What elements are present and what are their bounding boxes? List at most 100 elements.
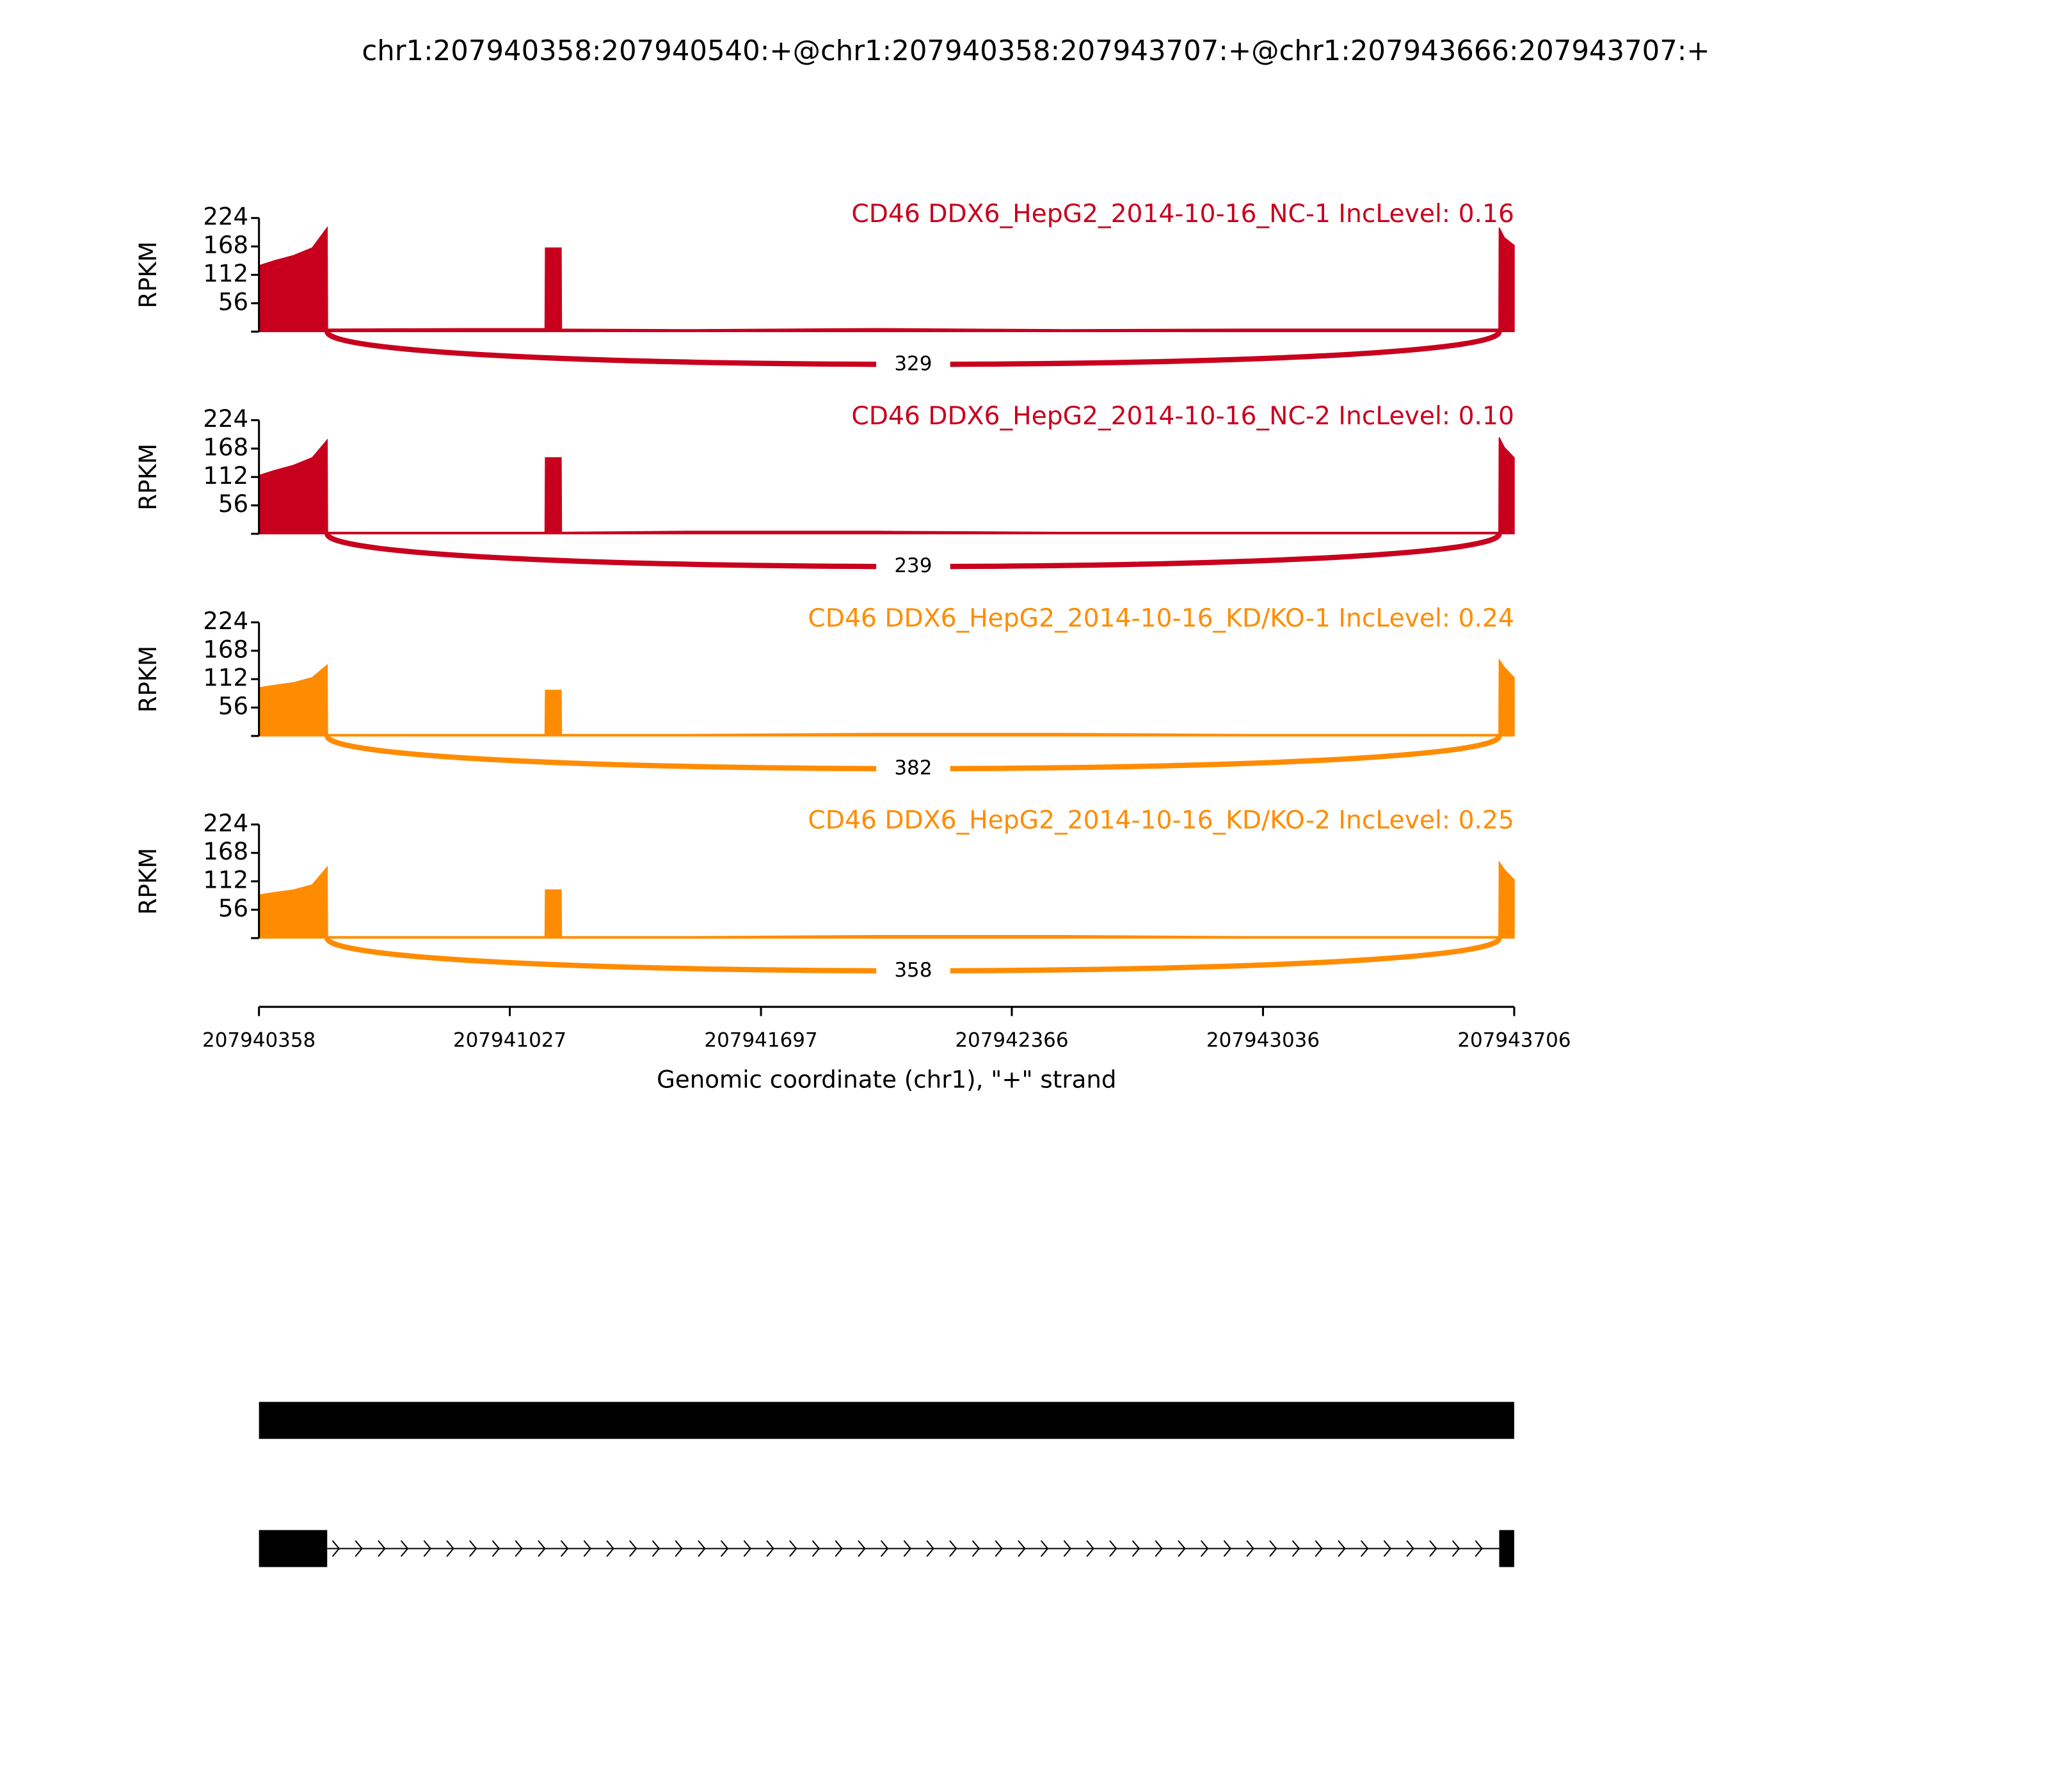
intron-arrow bbox=[880, 1540, 889, 1557]
exon bbox=[1499, 1530, 1514, 1567]
intron-arrow bbox=[1292, 1540, 1300, 1557]
intron-arrow bbox=[583, 1540, 592, 1557]
intron-arrow bbox=[606, 1540, 614, 1557]
coverage-area bbox=[258, 437, 1515, 534]
intron-arrow bbox=[560, 1540, 569, 1557]
intron-arrow bbox=[789, 1540, 797, 1557]
intron-arrow bbox=[1200, 1540, 1209, 1557]
intron-arrow bbox=[332, 1540, 340, 1557]
track-label: CD46 DDX6_HepG2_2014-10-16_KD/KO-1 IncLe… bbox=[808, 604, 1514, 633]
junction-count: 239 bbox=[894, 554, 932, 577]
x-tick-label: 207941027 bbox=[453, 1028, 566, 1052]
y-tick-label: 112 bbox=[203, 664, 248, 692]
intron-arrow bbox=[698, 1540, 706, 1557]
y-tick-label: 112 bbox=[203, 462, 248, 490]
intron-arrow bbox=[720, 1540, 729, 1557]
intron-arrow bbox=[1132, 1540, 1140, 1557]
y-axis-label: RPKM bbox=[134, 646, 162, 713]
x-tick-label: 207943036 bbox=[1206, 1028, 1320, 1052]
y-axis-label: RPKM bbox=[134, 444, 162, 511]
intron-arrow bbox=[995, 1540, 1003, 1557]
intron-arrow bbox=[949, 1540, 957, 1557]
y-axis-label: RPKM bbox=[134, 848, 162, 915]
track-label: CD46 DDX6_HepG2_2014-10-16_NC-2 IncLevel… bbox=[851, 402, 1514, 431]
intron-arrow bbox=[492, 1540, 500, 1557]
y-tick-label: 112 bbox=[203, 867, 248, 894]
intron-arrow bbox=[1406, 1540, 1414, 1557]
intron-arrow bbox=[1452, 1540, 1460, 1557]
track-label: CD46 DDX6_HepG2_2014-10-16_KD/KO-2 IncLe… bbox=[808, 806, 1514, 835]
chart-title: chr1:207940358:207940540:+@chr1:20794035… bbox=[362, 35, 1709, 67]
coverage-area bbox=[258, 860, 1515, 939]
intron-arrow bbox=[1383, 1540, 1392, 1557]
y-tick-label: 56 bbox=[218, 288, 248, 316]
intron-arrow bbox=[423, 1540, 432, 1557]
y-tick-label: 56 bbox=[218, 692, 248, 720]
y-tick-label: 224 bbox=[203, 203, 248, 230]
x-tick-label: 207942366 bbox=[955, 1028, 1068, 1052]
intron-arrow bbox=[1223, 1540, 1232, 1557]
intron-arrow bbox=[903, 1540, 912, 1557]
junction-count: 329 bbox=[894, 352, 932, 375]
junction-label-bg bbox=[876, 554, 950, 580]
intron-arrow bbox=[1360, 1540, 1369, 1557]
intron-arrow bbox=[446, 1540, 454, 1557]
junction-label-bg bbox=[876, 351, 950, 378]
intron-arrow bbox=[1109, 1540, 1117, 1557]
intron-arrow bbox=[1429, 1540, 1437, 1557]
intron-arrow bbox=[629, 1540, 637, 1557]
intron-arrow bbox=[1475, 1540, 1483, 1557]
intron-arrow bbox=[515, 1540, 523, 1557]
y-tick-label: 224 bbox=[203, 405, 248, 433]
intron-arrow bbox=[1063, 1540, 1072, 1557]
y-tick-label: 168 bbox=[203, 433, 248, 461]
y-tick-label: 168 bbox=[203, 838, 248, 865]
x-tick-label: 207943706 bbox=[1457, 1028, 1571, 1052]
y-tick-label: 56 bbox=[218, 490, 248, 518]
x-axis-label: Genomic coordinate (chr1), "+" strand bbox=[657, 1066, 1116, 1093]
junction-label-bg bbox=[876, 755, 950, 783]
intron-arrow bbox=[812, 1540, 820, 1557]
x-tick-label: 207941697 bbox=[704, 1028, 817, 1052]
junction-label-bg bbox=[876, 957, 950, 985]
intron-arrow bbox=[1246, 1540, 1254, 1557]
intron-arrow bbox=[1315, 1540, 1323, 1557]
y-tick-label: 168 bbox=[203, 636, 248, 663]
intron-arrow bbox=[926, 1540, 934, 1557]
intron-arrow bbox=[355, 1540, 363, 1557]
y-tick-label: 168 bbox=[203, 232, 248, 259]
coverage-area bbox=[258, 226, 1515, 333]
intron-arrow bbox=[1338, 1540, 1346, 1557]
exon bbox=[259, 1530, 328, 1567]
intron-arrow bbox=[538, 1540, 546, 1557]
intron-arrow bbox=[469, 1540, 477, 1557]
coverage-area bbox=[258, 658, 1515, 737]
intron-arrow bbox=[766, 1540, 774, 1557]
intron-arrow bbox=[743, 1540, 752, 1557]
intron-arrow bbox=[835, 1540, 843, 1557]
junction-count: 382 bbox=[894, 756, 932, 780]
intron-arrow bbox=[400, 1540, 409, 1557]
intron-arrow bbox=[858, 1540, 866, 1557]
intron-arrow bbox=[1018, 1540, 1026, 1557]
track-label: CD46 DDX6_HepG2_2014-10-16_NC-1 IncLevel… bbox=[851, 200, 1514, 228]
y-axis-label: RPKM bbox=[134, 241, 162, 308]
junction-count: 358 bbox=[894, 959, 932, 982]
intron-arrow bbox=[1155, 1540, 1163, 1557]
x-tick-label: 207940358 bbox=[202, 1028, 316, 1052]
y-tick-label: 224 bbox=[203, 607, 248, 635]
intron-arrow bbox=[1040, 1540, 1049, 1557]
intron-arrow bbox=[675, 1540, 683, 1557]
intron-arrow bbox=[1178, 1540, 1186, 1557]
intron-arrow bbox=[1086, 1540, 1094, 1557]
intron-arrow bbox=[972, 1540, 980, 1557]
intron-arrow bbox=[1269, 1540, 1277, 1557]
y-tick-label: 112 bbox=[203, 260, 248, 287]
intron-arrow bbox=[652, 1540, 660, 1557]
y-tick-label: 224 bbox=[203, 810, 248, 837]
y-tick-label: 56 bbox=[218, 895, 248, 922]
exon bbox=[259, 1402, 1514, 1439]
intron-arrow bbox=[378, 1540, 386, 1557]
